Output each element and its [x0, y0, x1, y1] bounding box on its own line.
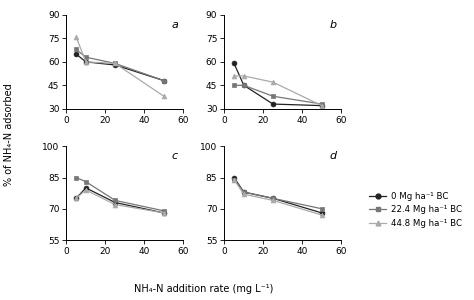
Text: NH₄-N addition rate (mg L⁻¹): NH₄-N addition rate (mg L⁻¹) — [134, 284, 273, 294]
Text: b: b — [329, 20, 337, 30]
Text: c: c — [172, 151, 178, 161]
Legend: 0 Mg ha⁻¹ BC, 22.4 Mg ha⁻¹ BC, 44.8 Mg ha⁻¹ BC: 0 Mg ha⁻¹ BC, 22.4 Mg ha⁻¹ BC, 44.8 Mg h… — [365, 189, 465, 231]
Text: d: d — [329, 151, 337, 161]
Text: % of NH₄-N adsorbed: % of NH₄-N adsorbed — [4, 84, 15, 186]
Text: a: a — [172, 20, 179, 30]
